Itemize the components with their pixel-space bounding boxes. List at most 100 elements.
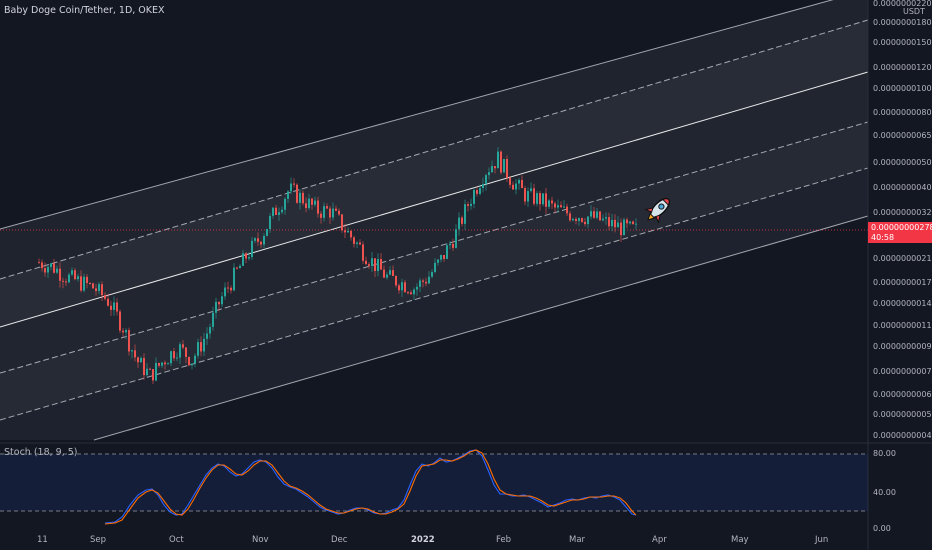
candle (185, 347, 187, 357)
channel-top-line[interactable] (0, 0, 868, 230)
channel-lines[interactable] (0, 0, 869, 441)
candle (467, 204, 469, 206)
price-tick: 0.000000022000 (873, 0, 932, 8)
candle (371, 258, 373, 266)
candle (359, 242, 361, 245)
candle (584, 221, 586, 225)
channel-band-5 (0, 168, 868, 440)
candle (542, 193, 544, 205)
candle (353, 237, 355, 244)
candle (251, 240, 253, 258)
time-tick: Jun (815, 535, 829, 545)
price-tick: 0.000000003200 (873, 208, 932, 217)
candle (599, 211, 601, 221)
candle (632, 221, 634, 225)
candle (140, 357, 142, 363)
candle (284, 198, 286, 210)
candle (104, 295, 106, 299)
candle (365, 260, 367, 265)
candle (344, 230, 346, 233)
candle (482, 184, 484, 189)
candle (338, 210, 340, 215)
candle (308, 198, 310, 209)
candle (443, 255, 445, 259)
price-tick: 0.000000006500 (873, 131, 932, 140)
time-tick: Apr (652, 535, 667, 545)
candle (50, 263, 52, 267)
channel-line-4[interactable] (0, 121, 869, 374)
candle (215, 301, 217, 313)
candle (557, 205, 559, 208)
candle (419, 280, 421, 287)
time-tick: Dec (331, 535, 348, 545)
candle (263, 235, 265, 245)
candle (518, 179, 520, 184)
channel-mid-line[interactable] (0, 71, 869, 328)
candle (362, 244, 364, 261)
candle (191, 363, 193, 366)
candle (626, 219, 628, 224)
candle (68, 274, 70, 283)
candle (242, 253, 244, 266)
candle (194, 355, 196, 364)
stoch-indicator-title[interactable]: Stoch (18, 9, 5) (4, 447, 78, 458)
channel-line-5[interactable] (0, 167, 869, 421)
candle (290, 183, 292, 192)
candle (470, 203, 472, 206)
candle (86, 276, 88, 284)
candle (254, 238, 256, 241)
candle (281, 209, 283, 213)
candle (167, 363, 169, 365)
candle (407, 292, 409, 294)
time-tick: Mar (569, 535, 586, 545)
candle (80, 276, 82, 291)
stoch-pane[interactable] (0, 449, 868, 525)
price-tick: 0.000000002100 (873, 254, 932, 263)
candle (347, 230, 349, 233)
current-price-badge[interactable]: 0.000000002781 40:58 (868, 222, 932, 243)
candle (314, 200, 316, 205)
price-tick: 0.000000004000 (873, 183, 932, 192)
candle (209, 326, 211, 334)
candle (257, 238, 259, 242)
currency-label: USDT (903, 7, 925, 16)
channel-bottom-line[interactable] (93, 215, 869, 441)
candle (44, 268, 46, 273)
candle (548, 200, 550, 207)
candle (521, 179, 523, 189)
stoch-tick: 0.00 (873, 524, 891, 533)
candle (92, 283, 94, 289)
candle (221, 296, 223, 305)
candle (224, 287, 226, 297)
candle (455, 229, 457, 248)
candle (506, 158, 508, 178)
price-tick: 0.000000000950 (873, 342, 932, 351)
channel-line-2[interactable] (0, 19, 869, 280)
channel-fills (0, 0, 868, 440)
candle (602, 218, 604, 221)
candle (611, 219, 613, 227)
rocket-icon[interactable] (642, 193, 675, 226)
candle (71, 270, 73, 275)
candle (446, 245, 448, 259)
candle (38, 262, 40, 264)
candle (74, 270, 76, 280)
candle (608, 217, 610, 227)
price-tick: 0.000000000610 (873, 390, 932, 399)
candle (386, 274, 388, 278)
candle (287, 191, 289, 199)
candle (476, 190, 478, 194)
candle (533, 188, 535, 204)
candle (335, 208, 337, 211)
candle (578, 218, 580, 221)
candle (479, 188, 481, 194)
candle (539, 193, 541, 205)
candle (137, 357, 139, 363)
candle (302, 192, 304, 204)
candle (206, 333, 208, 339)
candle (413, 289, 415, 295)
candle (383, 269, 385, 278)
price-tick: 0.000000000425 (873, 431, 932, 440)
symbol-title[interactable]: Baby Doge Coin/Tether, 1D, OKEX (4, 5, 165, 16)
